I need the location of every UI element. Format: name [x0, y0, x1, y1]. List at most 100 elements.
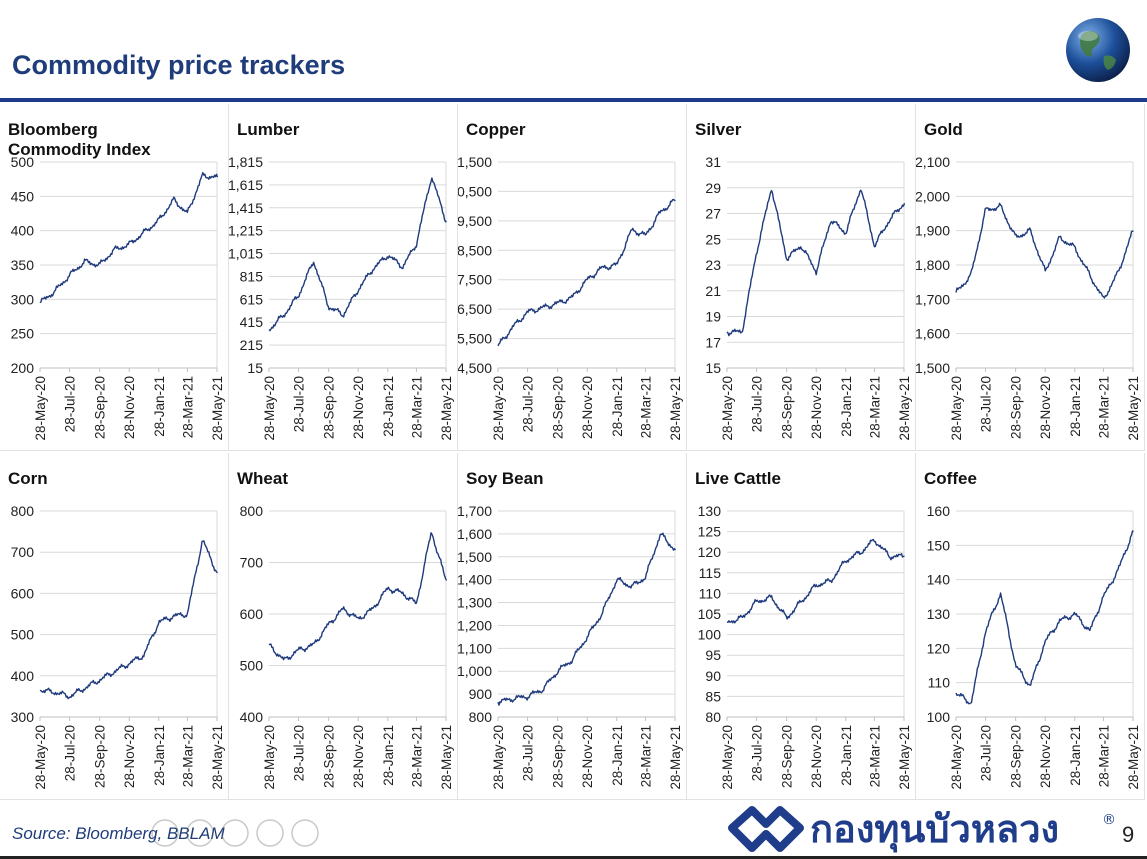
y-tick-label: 215 — [240, 337, 264, 353]
slide-toolbar[interactable] — [150, 818, 320, 848]
x-tick-label: 28-May-20 — [262, 376, 277, 441]
x-tick-label: 28-Jan-21 — [381, 376, 396, 437]
x-tick-label: 28-Sep-20 — [551, 725, 566, 788]
y-tick-label: 700 — [11, 544, 35, 560]
series-line — [726, 189, 906, 337]
x-tick-label: 28-Mar-21 — [409, 376, 424, 438]
y-tick-label: 900 — [469, 686, 493, 702]
chart-title: Lumber — [237, 120, 300, 139]
y-tick-label: 15 — [705, 360, 721, 376]
x-tick-label: 28-May-21 — [897, 376, 912, 441]
y-tick-label: 120 — [698, 544, 722, 560]
y-tick-label: 400 — [240, 709, 264, 725]
y-tick-label: 500 — [240, 658, 264, 674]
x-tick-label: 28-May-21 — [1126, 725, 1141, 790]
y-tick-label: 300 — [11, 291, 35, 307]
x-tick-label: 28-Sep-20 — [780, 376, 795, 439]
x-tick-label: 28-Jan-21 — [152, 725, 167, 786]
series-line — [955, 530, 1134, 705]
x-tick-label: 28-Sep-20 — [780, 725, 795, 788]
lotus-logo-icon — [728, 806, 804, 852]
x-tick-label: 28-Mar-21 — [638, 725, 653, 787]
x-tick-label: 28-Nov-20 — [351, 725, 366, 788]
toolbar-pen-icon — [221, 819, 249, 847]
x-tick-label: 28-Sep-20 — [1009, 725, 1024, 788]
x-tick-label: 28-Mar-21 — [638, 376, 653, 438]
series-line — [497, 198, 676, 347]
chart-title: Bloomberg Commodity Index — [8, 120, 151, 159]
series-line — [955, 202, 1134, 299]
y-tick-label: 200 — [11, 360, 35, 376]
y-tick-label: 1,815 — [229, 154, 263, 170]
x-tick-label: 28-Mar-21 — [180, 725, 195, 787]
y-tick-label: 1,600 — [458, 526, 492, 542]
panel-1: 15 215 415 615 815 1,015 1,215 1,415 1,615 1,815 2… — [229, 104, 458, 451]
x-tick-label: 28-Nov-20 — [351, 376, 366, 439]
y-tick-label: 100 — [698, 627, 722, 643]
toolbar-next-icon — [186, 819, 214, 847]
y-tick-label: 160 — [927, 503, 951, 519]
x-tick-label: 28-Sep-20 — [93, 376, 108, 439]
source-note: Source: Bloomberg, BBLAM — [12, 824, 225, 843]
toolbar-previous-icon — [151, 819, 179, 847]
y-tick-label: 815 — [240, 268, 264, 284]
x-tick-label: 28-Sep-20 — [322, 725, 337, 788]
x-tick-label: 28-Nov-20 — [580, 725, 595, 788]
y-tick-label: 21 — [705, 283, 721, 299]
registered-mark: ® — [1102, 812, 1116, 828]
panel-6: 400 500 600 700 800 28-May-20 28-Jul-20 28-Sep-… — [229, 453, 458, 800]
x-tick-label: 28-Sep-20 — [322, 376, 337, 439]
x-tick-label: 28-Mar-21 — [867, 725, 882, 787]
y-tick-label: 8,500 — [458, 242, 492, 258]
y-tick-label: 27 — [705, 206, 721, 222]
y-tick-label: 415 — [240, 314, 264, 330]
y-tick-label: 110 — [928, 675, 951, 691]
x-tick-label: 28-Jul-20 — [292, 376, 307, 432]
y-tick-label: 110 — [699, 585, 722, 601]
chart-title: Soy Bean — [466, 469, 544, 488]
bualuang-logo: กองทุนบัวหลวง ® — [728, 806, 1116, 853]
x-tick-label: 28-Jan-21 — [152, 376, 167, 437]
y-tick-label: 1,600 — [916, 326, 950, 342]
panel-0: 200 250 300 350 400 450 500 28-May-20 28-Jul-20 2… — [0, 104, 229, 451]
y-tick-label: 19 — [705, 309, 721, 325]
x-tick-label: 28-Jul-20 — [521, 376, 536, 432]
header-rule — [0, 98, 1147, 102]
y-tick-label: 5,500 — [458, 331, 492, 347]
y-tick-label: 600 — [240, 606, 264, 622]
x-tick-label: 28-Jul-20 — [63, 725, 78, 781]
x-tick-label: 28-Mar-21 — [867, 376, 882, 438]
y-tick-label: 1,100 — [458, 640, 492, 656]
x-tick-label: 28-Nov-20 — [580, 376, 595, 439]
x-tick-label: 28-Nov-20 — [1038, 376, 1053, 439]
chart-title: Gold — [924, 120, 963, 139]
x-tick-label: 28-May-20 — [491, 725, 506, 790]
y-tick-label: 6,500 — [458, 301, 492, 317]
x-tick-label: 28-Nov-20 — [809, 725, 824, 788]
chart-title: Silver — [695, 120, 742, 139]
x-tick-label: 28-May-21 — [210, 376, 225, 441]
globe-icon — [1066, 18, 1130, 82]
y-tick-label: 1,200 — [458, 617, 492, 633]
x-tick-label: 28-Nov-20 — [1038, 725, 1053, 788]
panel-4: 1,500 1,600 1,700 1,800 1,900 2,000 2,100 28-Ma… — [916, 104, 1145, 451]
y-tick-label: 1,015 — [229, 246, 263, 262]
series-line — [268, 177, 447, 332]
chart-title: Live Cattle — [695, 469, 781, 488]
y-tick-label: 9,500 — [458, 213, 492, 229]
x-tick-label: 28-Jul-20 — [750, 376, 765, 432]
x-tick-label: 28-May-20 — [949, 725, 964, 790]
chart-title: Wheat — [237, 469, 288, 488]
y-tick-label: 700 — [240, 555, 264, 571]
x-tick-label: 28-Jan-21 — [839, 376, 854, 437]
x-tick-label: 28-May-21 — [1126, 376, 1141, 441]
series-line — [727, 538, 905, 624]
chart-title: Copper — [466, 120, 526, 139]
y-tick-label: 1,000 — [458, 663, 492, 679]
chart-grid: 200 250 300 350 400 450 500 28-May-20 28-Jul-20 2… — [0, 104, 1147, 802]
y-tick-label: 10,500 — [458, 183, 492, 199]
y-tick-label: 100 — [927, 709, 951, 725]
y-tick-label: 2,000 — [916, 188, 950, 204]
x-tick-label: 28-May-20 — [720, 725, 735, 790]
y-tick-label: 300 — [11, 709, 35, 725]
